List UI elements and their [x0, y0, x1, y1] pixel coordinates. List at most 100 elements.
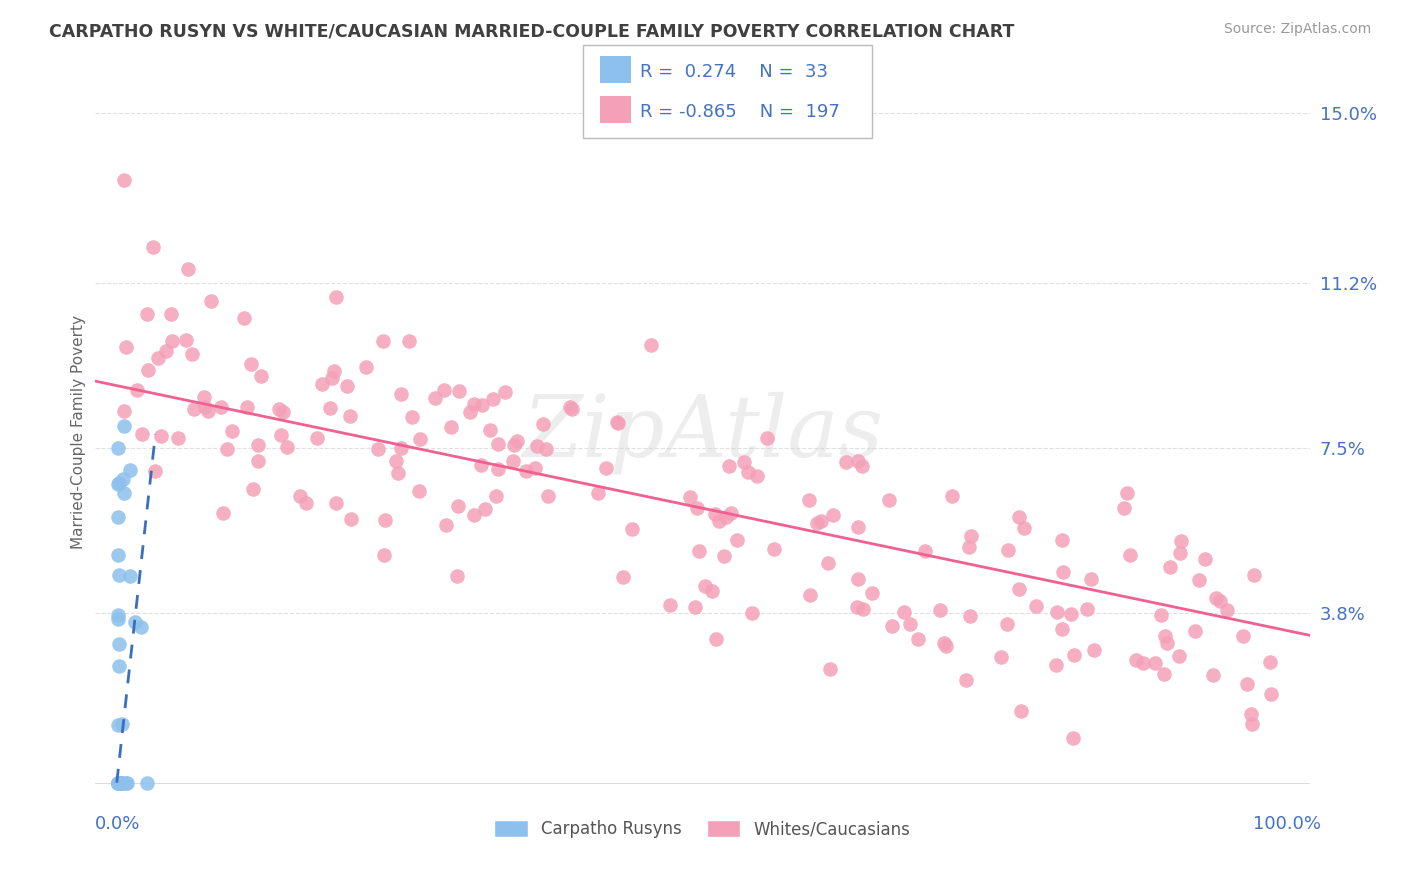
- Point: [110, 775, 132, 789]
- Point: [107, 775, 129, 789]
- Point: [446, 569, 468, 583]
- Point: [1080, 572, 1102, 586]
- Point: [319, 401, 342, 415]
- Point: [146, 351, 169, 365]
- Point: [239, 357, 262, 371]
- Point: [136, 363, 159, 377]
- Point: [595, 461, 617, 475]
- Point: [276, 440, 298, 454]
- Point: [110, 775, 132, 789]
- Point: [1240, 707, 1263, 722]
- Point: [606, 416, 628, 430]
- Point: [762, 542, 785, 557]
- Point: [1194, 552, 1216, 566]
- Point: [107, 775, 129, 789]
- Point: [389, 387, 412, 401]
- Point: [486, 437, 509, 451]
- Point: [846, 520, 869, 534]
- Point: [323, 364, 346, 378]
- Point: [247, 438, 270, 452]
- Point: [107, 475, 129, 490]
- Point: [1170, 533, 1192, 548]
- Point: [707, 514, 730, 528]
- Point: [1115, 485, 1137, 500]
- Point: [107, 775, 129, 789]
- Point: [733, 455, 755, 469]
- Point: [107, 637, 129, 651]
- Point: [1243, 568, 1265, 582]
- Point: [212, 506, 235, 520]
- Point: [162, 334, 184, 348]
- Point: [174, 333, 197, 347]
- Point: [371, 334, 394, 349]
- Point: [797, 492, 820, 507]
- Point: [118, 463, 141, 477]
- Point: [1050, 622, 1073, 636]
- Point: [934, 640, 956, 654]
- Point: [1076, 602, 1098, 616]
- Point: [127, 383, 149, 397]
- Point: [997, 542, 1019, 557]
- Y-axis label: Married-Couple Family Poverty: Married-Couple Family Poverty: [72, 315, 86, 549]
- Point: [640, 338, 662, 352]
- Point: [354, 359, 377, 374]
- Point: [486, 462, 509, 476]
- Point: [321, 371, 343, 385]
- Point: [1119, 548, 1142, 562]
- Text: R = -0.865    N =  197: R = -0.865 N = 197: [640, 103, 839, 121]
- Point: [215, 442, 238, 457]
- Point: [1010, 705, 1032, 719]
- Point: [463, 508, 485, 522]
- Point: [107, 775, 129, 789]
- Point: [851, 458, 873, 473]
- Point: [502, 454, 524, 468]
- Point: [745, 469, 768, 483]
- Point: [384, 454, 406, 468]
- Point: [526, 439, 548, 453]
- Point: [271, 405, 294, 419]
- Point: [846, 600, 869, 615]
- Point: [957, 540, 980, 554]
- Point: [531, 417, 554, 432]
- Point: [959, 529, 981, 543]
- Point: [401, 409, 423, 424]
- Point: [1236, 677, 1258, 691]
- Point: [108, 775, 131, 789]
- Point: [817, 556, 839, 570]
- Point: [1062, 731, 1084, 745]
- Point: [860, 585, 883, 599]
- Point: [1167, 649, 1189, 664]
- Point: [737, 465, 759, 479]
- Point: [197, 404, 219, 418]
- Point: [1258, 655, 1281, 669]
- Point: [679, 490, 702, 504]
- Point: [1132, 656, 1154, 670]
- Point: [112, 485, 135, 500]
- Point: [702, 584, 724, 599]
- Point: [1184, 624, 1206, 639]
- Point: [1008, 582, 1031, 596]
- Point: [820, 662, 842, 676]
- Text: Source: ZipAtlas.com: Source: ZipAtlas.com: [1223, 22, 1371, 37]
- Point: [374, 513, 396, 527]
- Point: [267, 402, 290, 417]
- Point: [1125, 653, 1147, 667]
- Point: [159, 307, 181, 321]
- Point: [1232, 629, 1254, 643]
- Point: [112, 472, 135, 486]
- Point: [1209, 593, 1232, 607]
- Point: [683, 599, 706, 614]
- Point: [136, 775, 159, 789]
- Point: [505, 434, 527, 449]
- Point: [485, 489, 508, 503]
- Point: [1060, 607, 1083, 622]
- Point: [846, 572, 869, 586]
- Point: [295, 495, 318, 509]
- Point: [806, 516, 828, 530]
- Point: [1083, 643, 1105, 657]
- Point: [810, 514, 832, 528]
- Point: [1188, 573, 1211, 587]
- Point: [433, 383, 456, 397]
- Point: [898, 616, 921, 631]
- Point: [107, 567, 129, 582]
